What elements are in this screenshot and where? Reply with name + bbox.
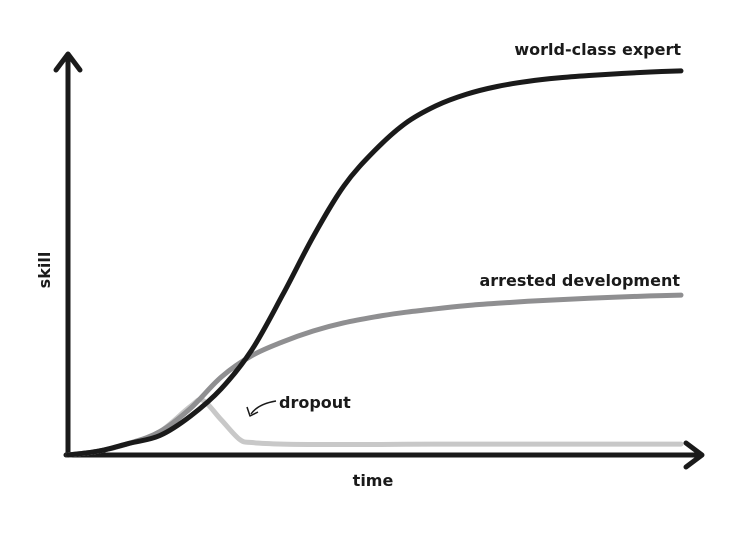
x-axis-arrow — [683, 440, 705, 470]
x-axis-label: time — [353, 471, 394, 490]
series-layer — [65, 68, 684, 458]
series-line-arrested-development — [65, 292, 684, 458]
y-axis-label: skill — [35, 252, 54, 289]
series-label-arrested-development: arrested development — [479, 271, 680, 290]
dropout-arrow — [250, 400, 277, 415]
dropout-arrowhead — [246, 406, 259, 417]
series-label-world-class-expert: world-class expert — [514, 40, 681, 59]
series-line-world-class-expert — [65, 68, 684, 458]
series-line-dropout — [65, 397, 684, 458]
series-label-dropout: dropout — [279, 393, 351, 412]
y-axis-arrow — [53, 51, 83, 73]
